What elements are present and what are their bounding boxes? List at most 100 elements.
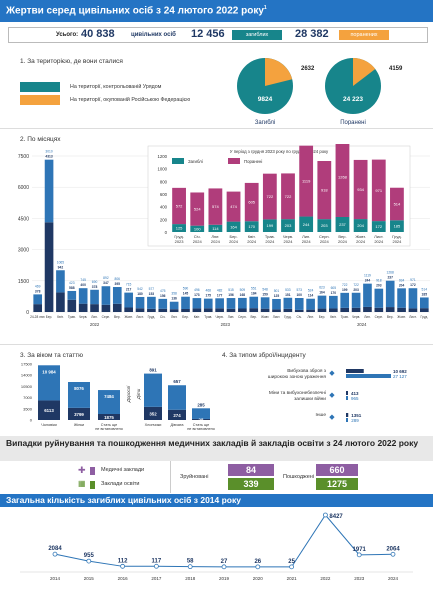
inset-killed-label: 204 [357, 223, 364, 228]
adult-killed-label: 6113 [44, 408, 54, 413]
x-tick: Бер. [46, 315, 53, 319]
x-tick: 2024 [388, 576, 399, 581]
education-swatch [90, 481, 95, 489]
inset-y-tick: 800 [160, 179, 168, 184]
total-value: 40 838 [81, 28, 115, 40]
bar-injured [408, 288, 418, 309]
x-tick: Дівчата [170, 423, 184, 427]
inset-bar-killed [317, 219, 332, 232]
y-tick: 4500 [18, 216, 29, 222]
bar-injured [78, 288, 88, 304]
y-tick: 0 [26, 310, 29, 316]
inset-bar-injured [317, 161, 332, 220]
y-tick: 1500 [18, 279, 29, 285]
bar-injured-label: 690 [92, 280, 98, 284]
inset-killed-label: 114 [212, 226, 219, 231]
bar-killed-label: 164 [319, 291, 325, 295]
weapon-label: Інше [316, 412, 327, 418]
bar-injured-label: 715 [126, 283, 132, 287]
bar-killed [147, 308, 156, 312]
bar-killed [135, 308, 145, 312]
inset-bar-killed [190, 225, 205, 232]
weapon-label-line2: залишки війни [294, 395, 326, 402]
divider [0, 128, 433, 129]
inset-bar-killed [172, 224, 186, 232]
bar-killed-label: 114 [308, 294, 313, 298]
y-tick: 14000 [21, 373, 33, 378]
y-tick: 17500 [21, 362, 33, 367]
weapon-label: Міни та вибухонебезпечні [269, 390, 326, 396]
inset-y-tick: 1200 [157, 154, 167, 159]
bar-injured-label: 358 [171, 292, 177, 296]
inset-bar-injured [335, 144, 350, 217]
bar-injured-label: 542 [137, 287, 143, 291]
inset-bar-injured [371, 159, 386, 222]
x-tick: Лист. [409, 315, 417, 319]
adult-bar-killed [38, 400, 60, 420]
bar-killed [408, 308, 418, 312]
inset-x-tick: Бер. [229, 234, 237, 239]
bar-killed [294, 309, 304, 312]
legend-gov-label: На території, контрольованій Урядом [70, 84, 162, 90]
inset-bar-injured [244, 182, 259, 222]
bar-injured-label: 468 [205, 289, 211, 293]
bar-injured [33, 294, 43, 305]
bar-killed-label: 217 [126, 288, 132, 292]
line-point [153, 563, 159, 569]
bar-killed-label: 244 [365, 279, 371, 283]
inset-x-tick: Лип. [302, 234, 310, 239]
line-point [187, 564, 193, 570]
bar-killed [340, 307, 350, 312]
inset-killed-label: 125 [176, 226, 183, 231]
line-point [86, 558, 92, 564]
bar-killed-label: 378 [35, 289, 41, 293]
inset-bar-killed [208, 224, 223, 232]
bar-injured [340, 292, 350, 308]
inset-x-tick: Лист. [374, 234, 383, 239]
y-tick: 3500 [23, 406, 33, 411]
x-tick-line2: не встановлено [187, 427, 215, 431]
bar-injured [351, 292, 361, 308]
x-tick: Лют. [171, 315, 178, 319]
bar-killed [158, 308, 168, 312]
x-tick: Стать ще [193, 423, 209, 427]
x-tick: Чоловіки [41, 423, 57, 427]
bar-injured [249, 296, 259, 309]
bar-injured-label: 475 [160, 289, 166, 293]
x-tick: Трав. [204, 315, 212, 319]
inset-x-tick: Лют. [211, 234, 219, 239]
x-tick: 2018 [185, 576, 196, 581]
bar-injured [203, 298, 213, 309]
inset-injured-label: 722 [267, 194, 274, 199]
inset-injured-label: 514 [394, 202, 401, 207]
bar-injured-label: 533 [285, 288, 291, 292]
bar-injured [374, 288, 384, 308]
inset-legend-injured-swatch [228, 158, 240, 164]
bar-killed [90, 304, 99, 312]
inset-y-tick: 1000 [157, 167, 167, 172]
s6-title: Загальна кількість загиблих цивільних ос… [6, 495, 241, 505]
inset-injured-label: 1268 [338, 174, 348, 179]
point-label: 955 [84, 553, 95, 559]
bar-killed-label: 199 [342, 288, 348, 292]
divider [170, 461, 171, 493]
inset-injured-label: 474 [230, 204, 237, 209]
bar-injured [169, 301, 179, 310]
bar-killed-label: 588 [69, 286, 75, 290]
inset-killed-label: 172 [375, 224, 382, 229]
damaged-label: Пошкоджені [283, 474, 315, 480]
x-tick: 2023 [354, 576, 365, 581]
inset-y-tick: 600 [160, 192, 168, 197]
title-footnote: 1 [263, 5, 267, 11]
inset-injured-label: 918 [321, 188, 328, 193]
y-tick: 7500 [18, 154, 29, 160]
x-tick: Квіт. [57, 315, 63, 319]
point-label: 25 [288, 559, 295, 565]
bar-killed [374, 307, 384, 312]
bar-killed-label: 400 [80, 283, 86, 287]
bar-killed-label: 177 [217, 293, 223, 297]
bar-killed-label: 204 [399, 283, 405, 287]
bar-killed [272, 309, 281, 312]
x-tick: Груд. [284, 315, 292, 319]
weapon-icon: ◆ [329, 370, 335, 377]
